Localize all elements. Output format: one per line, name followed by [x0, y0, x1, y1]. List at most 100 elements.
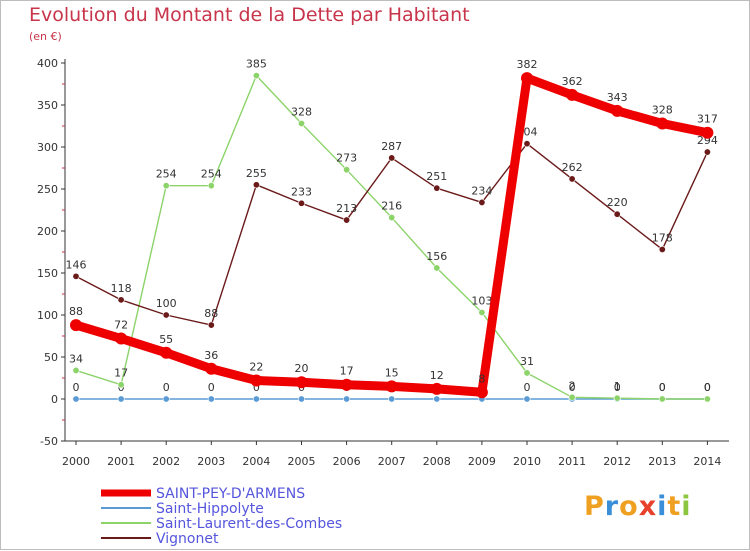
- data-point: [117, 296, 125, 304]
- data-label: 0: [659, 381, 666, 394]
- legend-label: SAINT-PEY-D'ARMENS: [156, 486, 305, 502]
- data-point: [385, 380, 398, 393]
- data-point: [658, 395, 666, 403]
- data-point: [656, 117, 669, 130]
- data-point: [388, 395, 396, 403]
- data-label: 273: [336, 152, 357, 165]
- data-label: 55: [159, 333, 173, 346]
- y-tick-label: 100: [37, 309, 58, 322]
- data-point: [523, 140, 531, 148]
- data-point: [703, 395, 711, 403]
- proxiti-logo: Proxiti: [584, 491, 692, 522]
- data-label: 0: [73, 381, 80, 394]
- data-point: [252, 181, 260, 189]
- data-point: [613, 210, 621, 218]
- data-point: [252, 395, 260, 403]
- data-point: [433, 395, 441, 403]
- legend-label: Saint-Hippolyte: [156, 501, 264, 517]
- data-label: 0: [569, 381, 576, 394]
- data-point: [250, 374, 263, 387]
- data-point: [566, 88, 579, 101]
- x-tick-label: 2001: [107, 455, 135, 468]
- logo-letter: x: [638, 491, 658, 522]
- x-tick-label: 2003: [197, 455, 225, 468]
- data-label: 343: [607, 91, 628, 104]
- data-point: [521, 72, 533, 85]
- data-label: 1: [614, 380, 621, 393]
- data-point: [297, 119, 305, 127]
- data-label: 254: [201, 168, 222, 181]
- data-label: 100: [156, 297, 177, 310]
- chart-title: Evolution du Montant de la Dette par Hab…: [29, 4, 470, 26]
- data-label: 0: [524, 381, 531, 394]
- data-label: 362: [562, 75, 583, 88]
- logo-letter: i: [657, 491, 668, 522]
- x-tick-label: 2014: [693, 455, 721, 468]
- data-label: 317: [697, 113, 718, 126]
- data-point: [162, 311, 170, 319]
- data-label: 17: [114, 367, 128, 380]
- data-label: 220: [607, 196, 628, 209]
- logo-letter: o: [619, 491, 639, 522]
- data-point: [72, 395, 80, 403]
- data-point: [658, 245, 666, 253]
- chart-unit-label: (en €): [29, 30, 62, 43]
- data-label: 385: [246, 58, 267, 71]
- data-point: [478, 308, 486, 316]
- data-label: 0: [704, 381, 711, 394]
- data-point: [117, 381, 125, 389]
- y-tick-label: 400: [37, 57, 58, 70]
- data-label: 234: [471, 184, 492, 197]
- data-label: 2: [569, 379, 576, 392]
- data-point: [568, 393, 576, 401]
- data-label: 72: [114, 319, 128, 332]
- logo-letter: P: [584, 491, 605, 522]
- x-tick-label: 2004: [242, 455, 270, 468]
- data-label: 294: [697, 134, 718, 147]
- data-label: 251: [426, 170, 447, 183]
- data-point: [523, 369, 531, 377]
- data-point: [478, 198, 486, 206]
- legend-item: SAINT-PEY-D'ARMENS: [101, 486, 305, 502]
- data-label: 17: [340, 365, 354, 378]
- data-label: 146: [66, 258, 87, 271]
- data-point: [703, 148, 711, 156]
- x-tick-label: 2002: [152, 455, 180, 468]
- legend-item: Saint-Laurent-des-Combes: [101, 516, 342, 532]
- x-tick-label: 2000: [62, 455, 90, 468]
- data-label: 382: [517, 58, 538, 71]
- x-tick-label: 2005: [288, 455, 316, 468]
- data-point: [433, 184, 441, 192]
- data-point: [568, 175, 576, 183]
- data-point: [115, 332, 128, 345]
- data-label: 0: [659, 381, 666, 394]
- data-point: [72, 366, 80, 374]
- data-point: [160, 346, 173, 359]
- data-label: 0: [614, 381, 621, 394]
- data-label: 31: [520, 355, 534, 368]
- logo-letter: r: [604, 491, 620, 522]
- data-label: 12: [430, 369, 444, 382]
- data-label: 178: [652, 231, 673, 244]
- data-label: 328: [291, 105, 312, 118]
- legend-item: Saint-Hippolyte: [101, 501, 264, 517]
- data-label: 287: [381, 140, 402, 153]
- data-point: [343, 166, 351, 174]
- x-tick-label: 2010: [513, 455, 541, 468]
- data-point: [162, 395, 170, 403]
- data-label: 328: [652, 103, 673, 116]
- data-label: 262: [562, 161, 583, 174]
- data-label: 36: [204, 349, 218, 362]
- y-tick-label: -50: [40, 435, 58, 448]
- legend-label: Vignonet: [156, 531, 219, 547]
- y-tick-label: 250: [37, 183, 58, 196]
- logo-letter: i: [681, 491, 692, 522]
- data-point: [433, 264, 441, 272]
- data-label: 216: [381, 200, 402, 213]
- series-vignonet: 1461181008825523321328725123430426222017…: [66, 126, 718, 329]
- data-point: [475, 386, 488, 399]
